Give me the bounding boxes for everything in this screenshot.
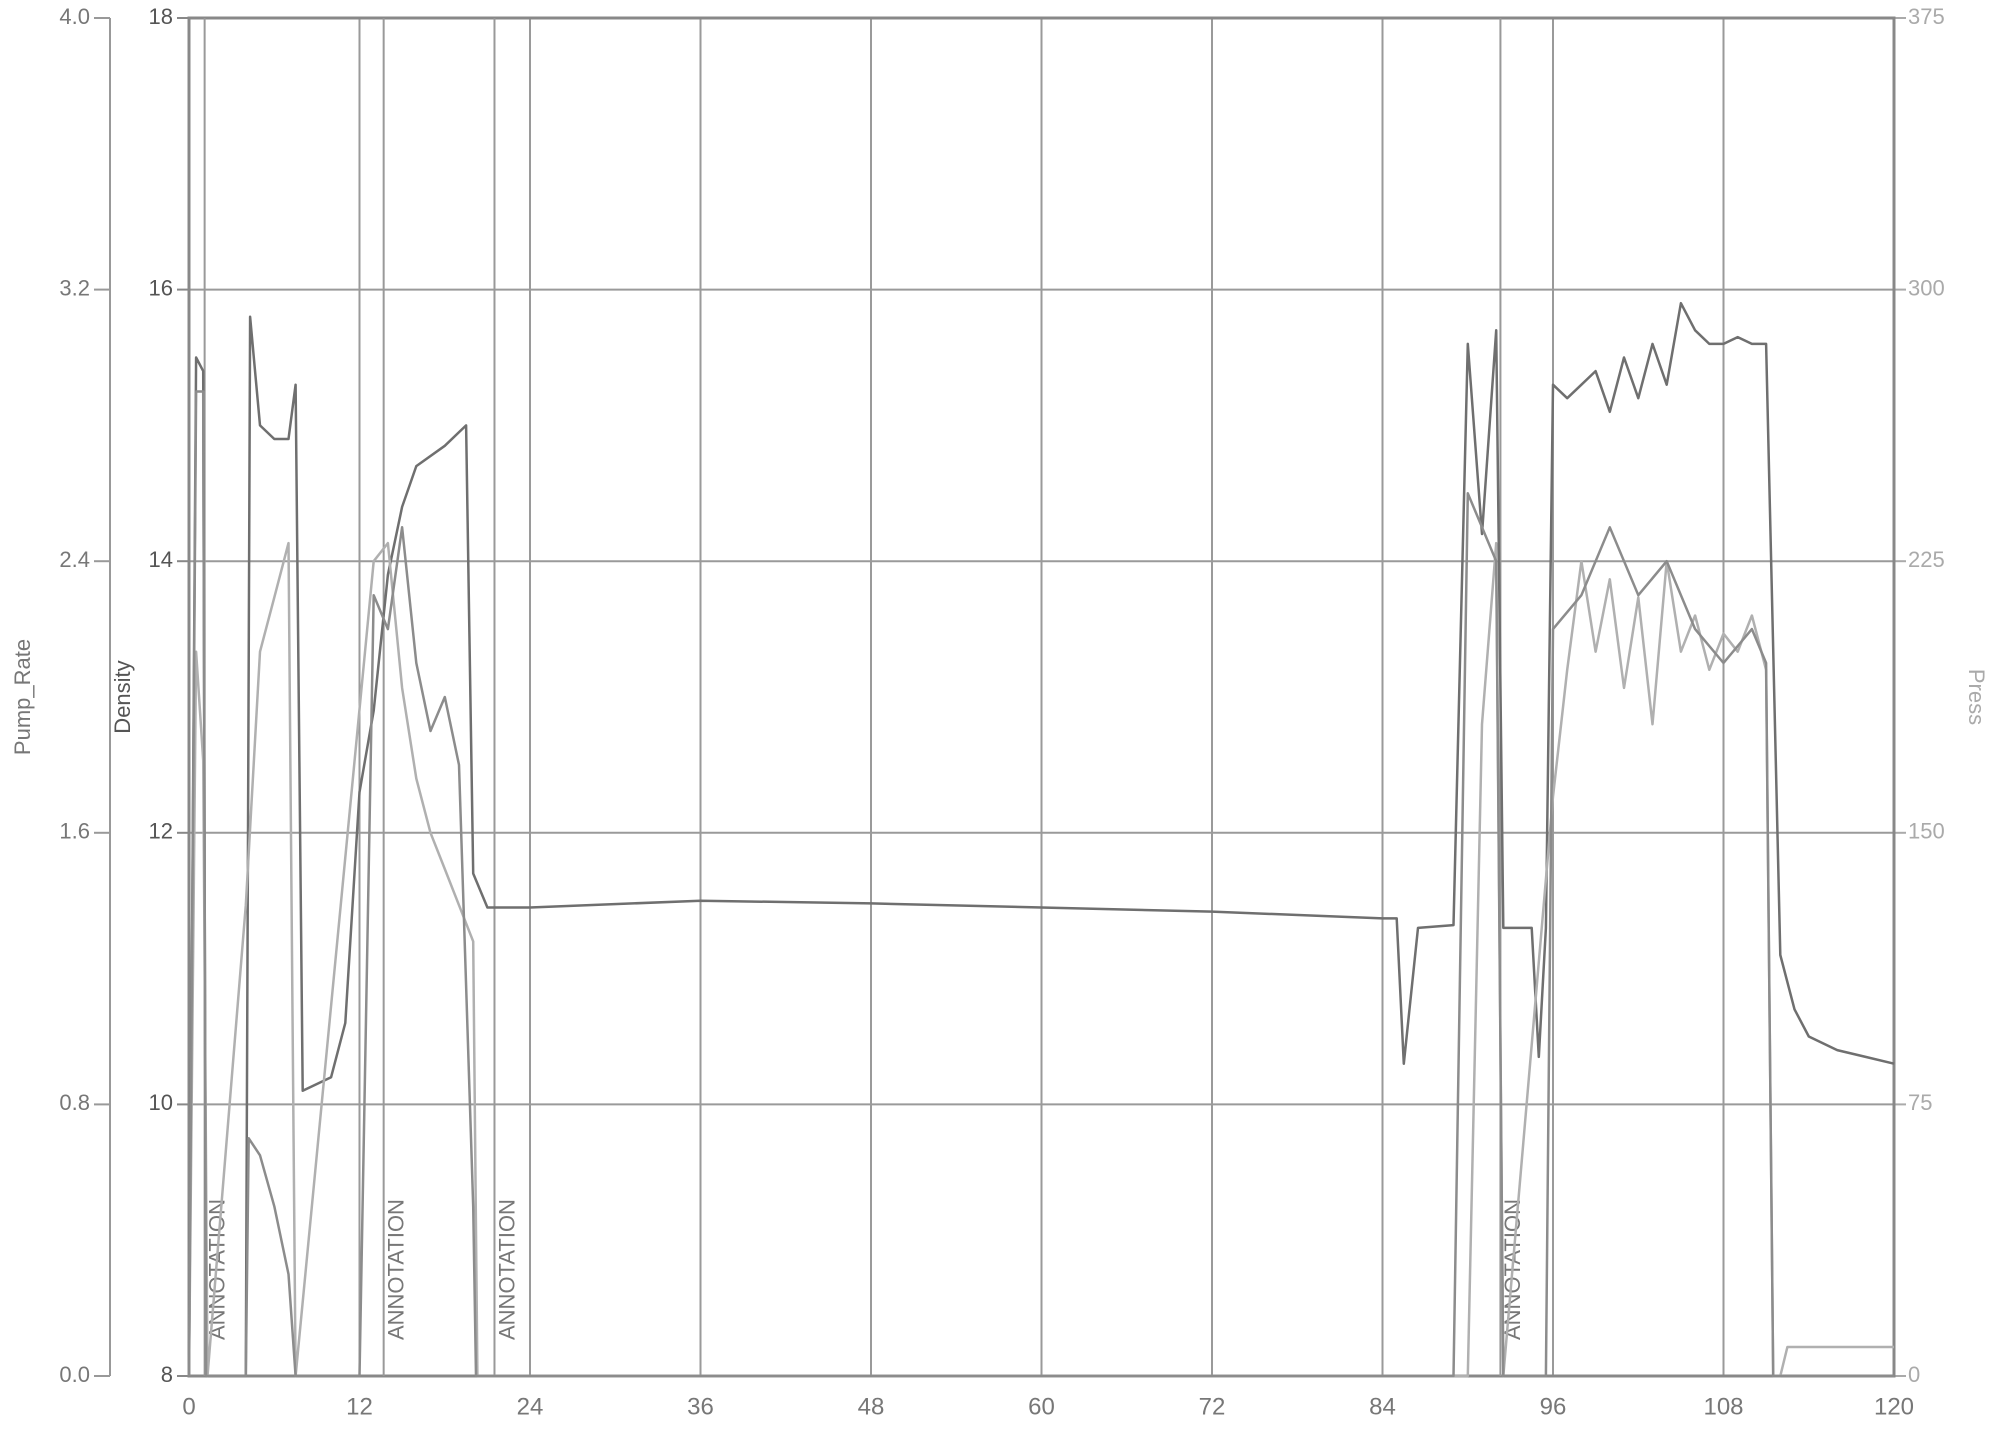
y3-tick-label: 225 bbox=[1908, 547, 1945, 572]
x-tick-label: 108 bbox=[1703, 1393, 1743, 1420]
x-tick-label: 120 bbox=[1874, 1393, 1914, 1420]
annotation-label: ANNOTATION bbox=[383, 1199, 408, 1340]
y2-tick-label: 14 bbox=[149, 547, 173, 572]
y2-tick-label: 8 bbox=[161, 1362, 173, 1387]
series-line bbox=[187, 301, 1895, 1378]
x-tick-label: 24 bbox=[517, 1393, 544, 1420]
y2-tick-label: 18 bbox=[149, 4, 173, 29]
x-tick-label: 12 bbox=[346, 1393, 373, 1420]
x-tick-label: 72 bbox=[1199, 1393, 1226, 1420]
y3-tick-label: 75 bbox=[1908, 1090, 1932, 1115]
y-tick-label: 3.2 bbox=[59, 275, 90, 300]
y3-tick-label: 150 bbox=[1908, 819, 1945, 844]
series-line bbox=[187, 390, 1894, 1378]
x-tick-label: 48 bbox=[858, 1393, 885, 1420]
y2-tick-label: 16 bbox=[149, 275, 173, 300]
y-tick-label: 1.6 bbox=[59, 819, 90, 844]
y-tick-label: 4.0 bbox=[59, 4, 90, 29]
y2-axis-title: Density bbox=[110, 660, 135, 733]
y3-tick-label: 300 bbox=[1908, 275, 1945, 300]
y3-axis-title: Press bbox=[1964, 669, 1989, 725]
y-tick-label: 0.8 bbox=[59, 1090, 90, 1115]
y-tick-label: 0.0 bbox=[59, 1362, 90, 1387]
y-tick-label: 2.4 bbox=[59, 547, 90, 572]
annotation-label: ANNOTATION bbox=[494, 1199, 519, 1340]
x-tick-label: 0 bbox=[182, 1393, 195, 1420]
y-axis-title: Pump_Rate bbox=[10, 639, 35, 755]
x-tick-label: 60 bbox=[1028, 1393, 1055, 1420]
x-tick-label: 84 bbox=[1369, 1393, 1396, 1420]
x-tick-label: 36 bbox=[687, 1393, 714, 1420]
x-tick-label: 96 bbox=[1540, 1393, 1567, 1420]
y3-tick-label: 0 bbox=[1908, 1362, 1920, 1387]
y2-tick-label: 12 bbox=[149, 819, 173, 844]
y2-tick-label: 10 bbox=[149, 1090, 173, 1115]
y3-tick-label: 375 bbox=[1908, 4, 1945, 29]
